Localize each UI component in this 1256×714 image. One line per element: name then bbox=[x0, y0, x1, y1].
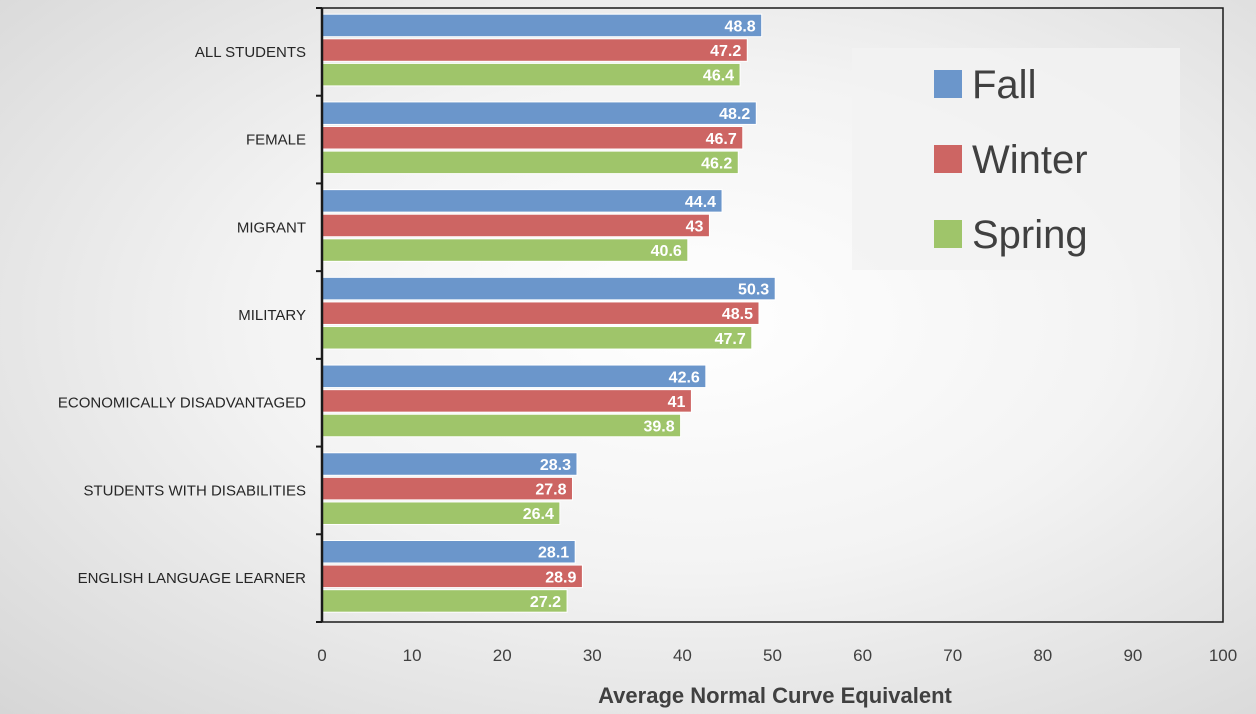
bar-spring bbox=[321, 238, 689, 262]
data-label: 46.7 bbox=[706, 131, 737, 148]
category-label: ENGLISH LANGUAGE LEARNER bbox=[78, 570, 307, 587]
category-label: MILITARY bbox=[238, 307, 306, 324]
bar-winter bbox=[321, 564, 583, 589]
data-label: 26.4 bbox=[523, 506, 554, 523]
bar-fall bbox=[321, 13, 763, 38]
x-tick-label: 70 bbox=[943, 646, 962, 665]
data-label: 28.1 bbox=[538, 545, 569, 562]
data-label: 44.4 bbox=[685, 194, 716, 211]
category-label: MIGRANT bbox=[237, 219, 306, 236]
data-label: 41 bbox=[668, 394, 686, 411]
legend-label-spring: Spring bbox=[972, 213, 1088, 257]
data-label: 28.9 bbox=[545, 569, 576, 586]
bar-winter bbox=[321, 213, 710, 238]
data-label: 47.7 bbox=[715, 331, 746, 348]
x-tick-label: 90 bbox=[1123, 646, 1142, 665]
data-label: 46.2 bbox=[701, 155, 732, 172]
data-label: 27.2 bbox=[530, 594, 561, 611]
x-tick-label: 100 bbox=[1209, 646, 1237, 665]
legend-swatch-fall bbox=[934, 70, 962, 98]
bar-spring bbox=[321, 150, 739, 175]
bar-winter bbox=[321, 301, 760, 325]
category-label: ALL STUDENTS bbox=[195, 44, 306, 61]
category-label: ECONOMICALLY DISADVANTAGED bbox=[58, 395, 306, 412]
data-label: 47.2 bbox=[710, 43, 741, 60]
data-label: 46.4 bbox=[703, 68, 734, 85]
legend: Fall Winter Spring bbox=[852, 48, 1180, 270]
bar-fall bbox=[321, 189, 723, 213]
data-label: 42.6 bbox=[669, 369, 700, 386]
legend-swatch-winter bbox=[934, 145, 962, 173]
bar-fall bbox=[321, 364, 707, 389]
x-tick-label: 60 bbox=[853, 646, 872, 665]
bar-winter bbox=[321, 126, 744, 150]
category-label: FEMALE bbox=[246, 132, 306, 149]
data-label: 43 bbox=[686, 218, 704, 235]
x-tick-label: 40 bbox=[673, 646, 692, 665]
data-label: 48.5 bbox=[722, 306, 753, 323]
data-label: 40.6 bbox=[651, 243, 682, 260]
legend-label-winter: Winter bbox=[972, 138, 1088, 182]
data-label: 27.8 bbox=[535, 482, 566, 499]
x-tick-label: 10 bbox=[403, 646, 422, 665]
x-tick-label: 30 bbox=[583, 646, 602, 665]
bar-winter bbox=[321, 389, 692, 413]
data-label: 28.3 bbox=[540, 457, 571, 474]
bar-spring bbox=[321, 326, 753, 350]
category-label: STUDENTS WITH DISABILITIES bbox=[83, 482, 306, 499]
legend-swatch-spring bbox=[934, 220, 962, 248]
bar-spring bbox=[321, 413, 682, 438]
bar-fall bbox=[321, 101, 757, 125]
legend-background bbox=[852, 48, 1180, 270]
x-tick-label: 50 bbox=[763, 646, 782, 665]
legend-label-fall: Fall bbox=[972, 63, 1036, 107]
data-label: 50.3 bbox=[738, 282, 769, 299]
bar-fall bbox=[321, 276, 776, 301]
y-axis-tick-marks bbox=[316, 7, 322, 623]
bar-fall bbox=[321, 452, 578, 476]
x-tick-labels: 0 10 20 30 40 50 60 70 80 90 100 bbox=[317, 646, 1237, 665]
data-label: 48.8 bbox=[725, 18, 756, 35]
bar-winter bbox=[321, 38, 748, 62]
x-tick-label: 80 bbox=[1033, 646, 1052, 665]
category-labels: ALL STUDENTS FEMALE MIGRANT MILITARY ECONOMI… bbox=[58, 44, 306, 587]
x-tick-label: 20 bbox=[493, 646, 512, 665]
data-label: 48.2 bbox=[719, 106, 750, 123]
x-axis-title: Average Normal Curve Equivalent bbox=[598, 683, 952, 708]
bar-spring bbox=[321, 62, 741, 87]
data-label: 39.8 bbox=[643, 419, 674, 436]
x-tick-label: 0 bbox=[317, 646, 326, 665]
